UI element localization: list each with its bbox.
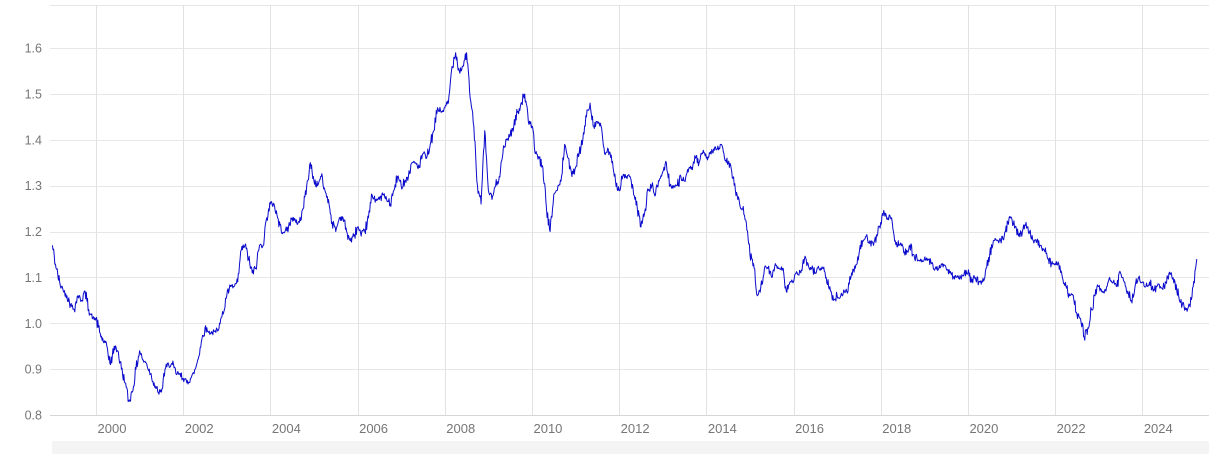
y-axis-tick-label: 0.8 xyxy=(25,409,42,423)
x-axis-tick-label: 2004 xyxy=(272,421,301,436)
x-axis-tick-label: 2012 xyxy=(621,421,650,436)
x-axis-tick-label: 2018 xyxy=(882,421,911,436)
y-axis-tick-label: 0.9 xyxy=(25,363,42,377)
series-line xyxy=(51,52,1198,402)
x-axis-tick-label: 2008 xyxy=(446,421,475,436)
y-axis-tick-label: 1.3 xyxy=(25,179,42,193)
scrollbar-track[interactable] xyxy=(52,441,1209,454)
y-axis-tick-label: 1.4 xyxy=(25,133,42,147)
y-axis-tick-label: 1.2 xyxy=(25,225,42,239)
x-axis-tick-label: 2002 xyxy=(185,421,214,436)
x-axis-tick-label: 2006 xyxy=(359,421,388,436)
x-axis-tick-label: 2014 xyxy=(708,421,737,436)
x-axis-tick-label: 2016 xyxy=(795,421,824,436)
y-axis-tick-label: 1.0 xyxy=(25,317,42,331)
x-axis-tick-label: 2022 xyxy=(1057,421,1086,436)
x-axis-tick-label: 2020 xyxy=(969,421,998,436)
x-axis-tick-label: 2000 xyxy=(98,421,127,436)
y-axis-tick-label: 1.6 xyxy=(25,42,42,56)
x-axis-tick-label: 2010 xyxy=(533,421,562,436)
x-axis-tick-label: 2024 xyxy=(1144,421,1173,436)
y-axis-tick-label: 1.1 xyxy=(25,271,42,285)
y-axis-tick-label: 1.5 xyxy=(25,87,42,101)
